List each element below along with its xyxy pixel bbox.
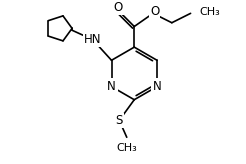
Text: N: N <box>107 80 116 93</box>
Text: S: S <box>116 114 123 127</box>
Text: O: O <box>114 1 123 14</box>
Text: N: N <box>153 80 161 93</box>
Text: O: O <box>150 5 160 18</box>
Text: CH₃: CH₃ <box>199 7 220 17</box>
Text: CH₃: CH₃ <box>116 143 137 153</box>
Text: HN: HN <box>84 33 102 46</box>
